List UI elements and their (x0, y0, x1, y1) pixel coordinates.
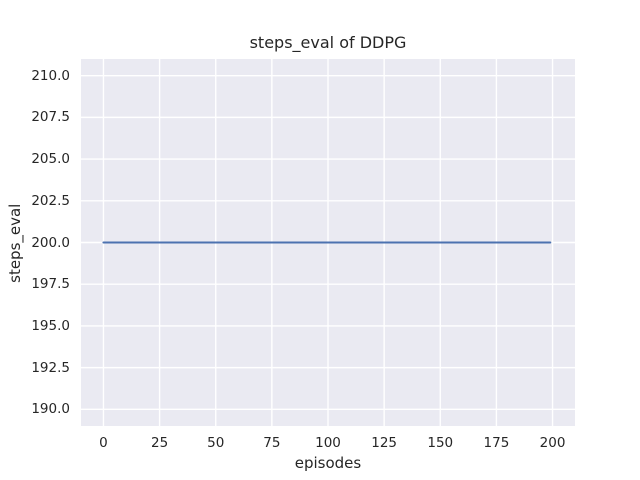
x-axis-label: episodes (294, 454, 362, 472)
y-tick-label: 197.5 (31, 276, 70, 293)
x-tick-label: 25 (150, 435, 169, 451)
x-tick-label: 175 (483, 435, 510, 451)
plot-area (81, 59, 575, 426)
y-tick-label: 205.0 (31, 151, 70, 168)
x-tick-label: 50 (207, 435, 225, 451)
y-tick-label: 195.0 (31, 317, 70, 334)
x-tick-label: 125 (371, 435, 398, 451)
plot-canvas (81, 59, 575, 426)
y-tick-label: 200.0 (31, 234, 70, 251)
y-tick-label: 192.5 (31, 359, 70, 376)
y-tick-label: 190.0 (31, 401, 70, 418)
x-tick-label: 150 (427, 435, 454, 451)
y-tick-label: 202.5 (31, 192, 70, 209)
x-tick-label: 100 (315, 435, 341, 451)
y-tick-label: 210.0 (31, 67, 70, 84)
x-tick-label: 0 (99, 435, 108, 451)
y-tick-label: 207.5 (31, 109, 70, 126)
x-tick-label: 200 (539, 435, 566, 451)
chart-title: steps_eval of DDPG (249, 33, 407, 52)
x-tick-label: 75 (263, 435, 281, 451)
